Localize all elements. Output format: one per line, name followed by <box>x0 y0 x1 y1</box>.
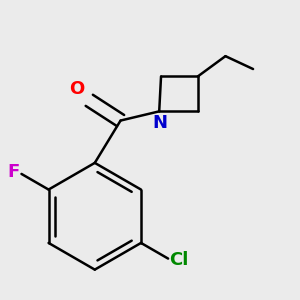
Text: N: N <box>152 114 167 132</box>
Text: F: F <box>8 164 20 181</box>
Text: O: O <box>70 80 85 98</box>
Text: Cl: Cl <box>169 251 189 269</box>
